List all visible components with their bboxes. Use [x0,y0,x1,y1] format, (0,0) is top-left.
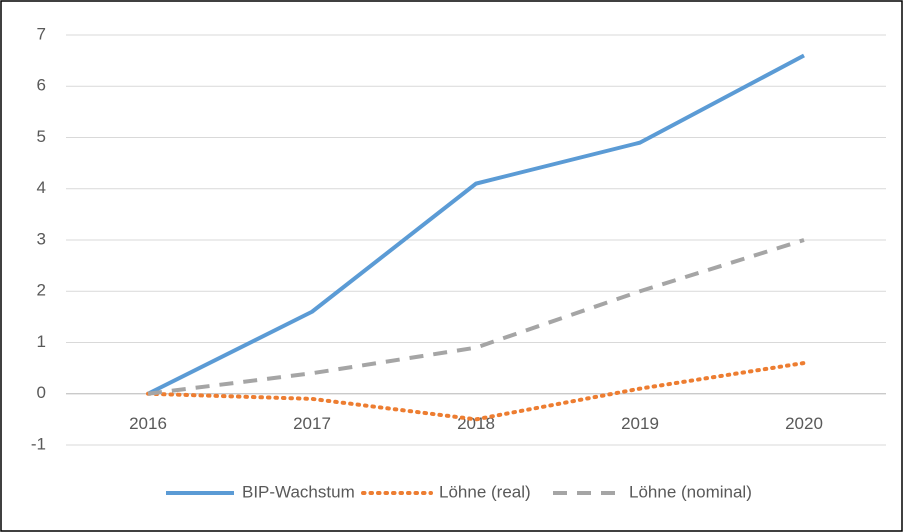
x-tick-label: 2020 [785,414,823,433]
x-tick-label: 2016 [129,414,167,433]
y-tick-label: 0 [37,383,46,402]
y-tick-label: 7 [37,24,46,43]
y-tick-label: 6 [37,76,46,95]
x-tick-label: 2017 [293,414,331,433]
y-tick-label: 2 [37,281,46,300]
y-tick-label: 3 [37,229,46,248]
legend-label: Löhne (real) [439,482,531,501]
x-tick-label: 2019 [621,414,659,433]
y-tick-label: -1 [31,434,46,453]
y-tick-label: 4 [37,178,46,197]
y-tick-label: 1 [37,332,46,351]
y-tick-label: 5 [37,127,46,146]
series-line [147,238,805,396]
legend-label: BIP-Wachstum [242,482,355,501]
series-line [146,361,806,422]
series-line [147,53,805,396]
legend-label: Löhne (nominal) [629,482,752,501]
